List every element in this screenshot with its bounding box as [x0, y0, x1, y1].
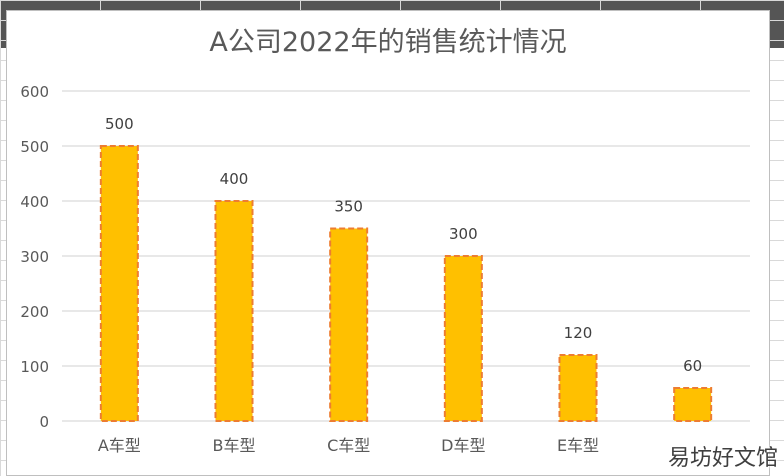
data-label: 120 [564, 324, 593, 342]
y-tick-label: 200 [20, 303, 49, 321]
bar[interactable] [558, 354, 598, 422]
x-tick-label: A车型 [98, 436, 141, 455]
y-tick-label: 300 [20, 248, 49, 266]
y-gridlines [62, 90, 750, 422]
data-labels: 500 400 350 300 120 60 [105, 115, 702, 375]
x-tick-label: E车型 [557, 436, 599, 455]
bars [99, 145, 713, 422]
bar[interactable] [214, 200, 254, 422]
data-label: 300 [449, 225, 478, 243]
y-tick-label: 500 [20, 138, 49, 156]
bar[interactable] [673, 387, 713, 422]
bar[interactable] [443, 255, 483, 422]
bar[interactable] [329, 227, 369, 422]
y-tick-label: 400 [20, 193, 49, 211]
y-tick-labels: 0 100 200 300 400 500 600 [20, 83, 49, 431]
x-tick-labels: A车型 B车型 C车型 D车型 E车型 [98, 436, 599, 455]
y-tick-label: 600 [20, 83, 49, 101]
watermark-text: 易坊好文馆 [667, 446, 778, 471]
x-tick-label: B车型 [213, 436, 256, 455]
data-label: 400 [220, 170, 249, 188]
data-label: 60 [683, 357, 702, 375]
data-label: 350 [334, 198, 363, 216]
bar[interactable] [99, 145, 139, 422]
y-tick-label: 100 [20, 358, 49, 376]
chart-title: A公司2022年的销售统计情况 [209, 27, 567, 58]
y-tick-label: 0 [39, 413, 49, 431]
x-tick-label: D车型 [441, 436, 485, 455]
data-label: 500 [105, 115, 134, 133]
x-tick-label: C车型 [327, 436, 370, 455]
